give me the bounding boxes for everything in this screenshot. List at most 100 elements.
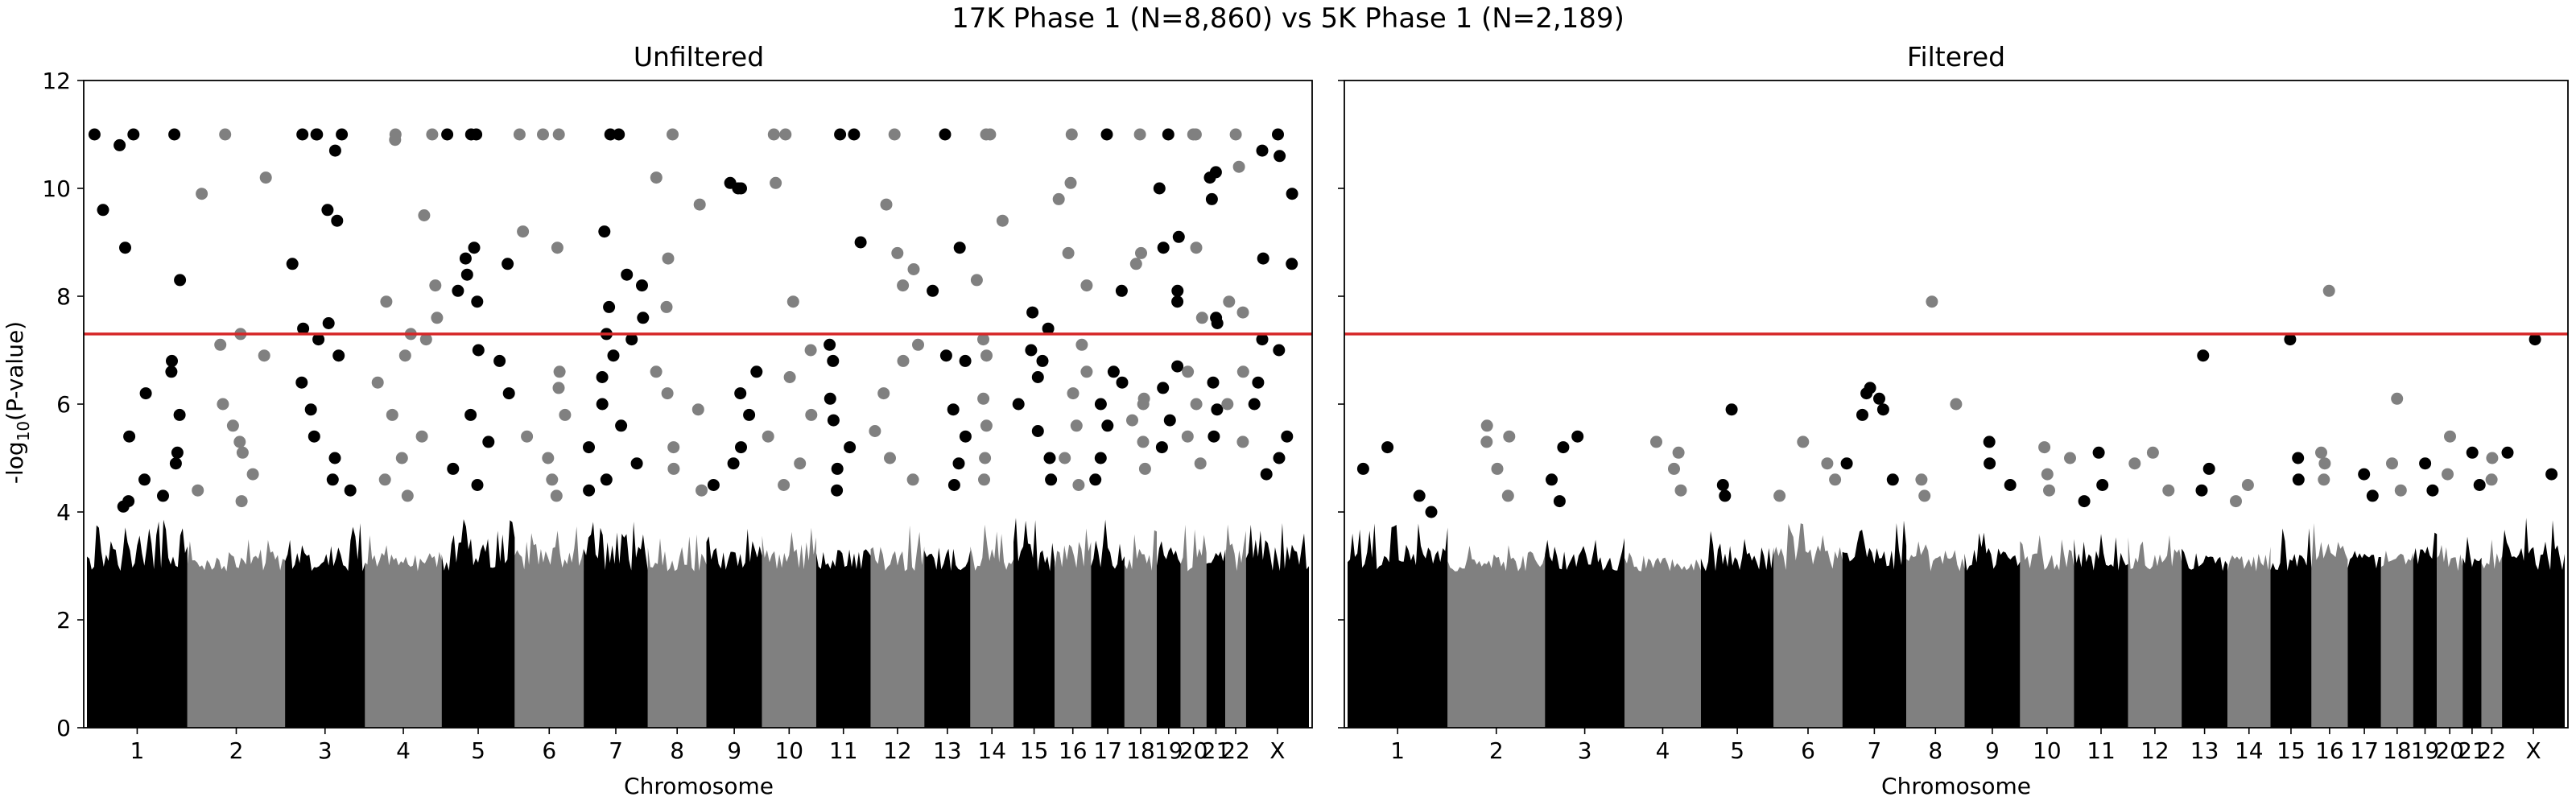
snp-point <box>1135 246 1147 259</box>
snp-point <box>1273 452 1286 464</box>
snp-point <box>977 392 990 405</box>
snp-point <box>171 446 184 459</box>
snp-point <box>214 338 227 351</box>
snp-point <box>978 473 990 486</box>
snp-point <box>286 258 299 270</box>
snp-point <box>952 457 965 470</box>
snp-point <box>1719 489 1732 502</box>
snp-point <box>693 198 706 211</box>
snp-point <box>603 300 616 313</box>
snp-point <box>371 376 384 389</box>
snp-point <box>553 365 566 378</box>
snp-point <box>888 128 901 141</box>
snp-point <box>332 349 345 362</box>
snp-point <box>691 403 704 416</box>
y-tick-label: 6 <box>56 391 71 418</box>
snp-point <box>2322 284 2335 297</box>
snp-point <box>2485 473 2498 486</box>
snp-point <box>419 333 432 346</box>
snp-point <box>196 188 208 200</box>
snp-point <box>259 171 272 184</box>
snp-point <box>1153 182 1166 195</box>
chromosome-bulk-18 <box>1124 530 1157 728</box>
snp-point <box>1026 306 1039 319</box>
y-tick-label: 0 <box>56 715 71 741</box>
snp-point <box>1065 128 1078 141</box>
snp-point <box>2318 457 2331 470</box>
snp-point <box>884 452 896 464</box>
snp-point <box>959 354 972 367</box>
y-tick-label: 4 <box>56 499 71 526</box>
snp-point <box>233 436 246 448</box>
x-tick-label: X <box>2525 737 2541 764</box>
snp-point <box>328 144 341 157</box>
snp-point <box>939 349 952 362</box>
snp-point <box>1557 441 1570 454</box>
x-tick-label: 4 <box>396 737 411 764</box>
snp-point <box>1031 425 1044 437</box>
snp-point <box>2292 452 2305 464</box>
snp-point <box>174 274 187 287</box>
snp-point <box>1413 489 1426 502</box>
snp-point <box>2386 457 2398 470</box>
snp-point <box>2391 392 2404 405</box>
snp-point <box>2394 484 2407 497</box>
snp-point <box>2529 333 2541 346</box>
snp-point <box>304 403 317 416</box>
snp-point <box>552 128 565 141</box>
snp-point <box>1205 192 1218 205</box>
chromosome-bulk-21 <box>2462 536 2482 728</box>
snp-point <box>550 489 563 502</box>
snp-point <box>831 484 844 497</box>
snp-point <box>1181 430 1194 443</box>
chromosome-bulk-22 <box>2481 539 2503 728</box>
snp-point <box>897 279 910 292</box>
snp-point <box>1553 495 1566 508</box>
snp-point <box>1950 398 1963 411</box>
snp-point <box>1984 457 1996 470</box>
snp-point <box>604 128 617 141</box>
snp-point <box>2092 446 2105 459</box>
snp-point <box>2442 468 2454 481</box>
x-tick-label: 8 <box>1928 737 1942 764</box>
snp-point <box>441 128 454 141</box>
snp-point <box>482 436 495 448</box>
snp-point <box>2078 495 2091 508</box>
snp-point <box>778 479 791 491</box>
chromosome-bulk-20 <box>1180 524 1207 728</box>
snp-point <box>1211 403 1224 416</box>
snp-point <box>258 349 270 362</box>
y-tick-label: 12 <box>42 68 71 94</box>
snp-point <box>235 495 248 508</box>
snp-point <box>426 128 439 141</box>
snp-point <box>1190 398 1203 411</box>
snp-point <box>1236 436 1249 448</box>
snp-point <box>2466 446 2479 459</box>
chromosome-bulk-14 <box>2227 547 2271 728</box>
plot-area <box>87 128 1309 728</box>
snp-point <box>1171 360 1184 373</box>
snp-point <box>217 398 229 411</box>
snp-point <box>1668 462 1680 475</box>
snp-point <box>650 171 663 184</box>
snp-point <box>1059 452 1071 464</box>
snp-point <box>2358 468 2371 481</box>
x-tick-label: 10 <box>2033 737 2062 764</box>
snp-point <box>824 338 836 351</box>
snp-point <box>2004 479 2017 491</box>
snp-point <box>1232 160 1245 173</box>
x-tick-label: 21 <box>1202 737 1231 764</box>
x-tick-label: 6 <box>542 737 556 764</box>
snp-point <box>625 333 638 346</box>
snp-point <box>1157 242 1170 254</box>
figure-title: 17K Phase 1 (N=8,860) vs 5K Phase 1 (N=2… <box>952 2 1624 35</box>
snp-point <box>805 408 818 421</box>
snp-point <box>1195 312 1208 324</box>
snp-point <box>1236 306 1249 319</box>
snp-point <box>1248 398 1261 411</box>
snp-point <box>804 344 817 357</box>
snp-point <box>1116 376 1129 389</box>
chromosome-bulk-10 <box>2020 535 2074 728</box>
snp-point <box>2426 484 2439 497</box>
